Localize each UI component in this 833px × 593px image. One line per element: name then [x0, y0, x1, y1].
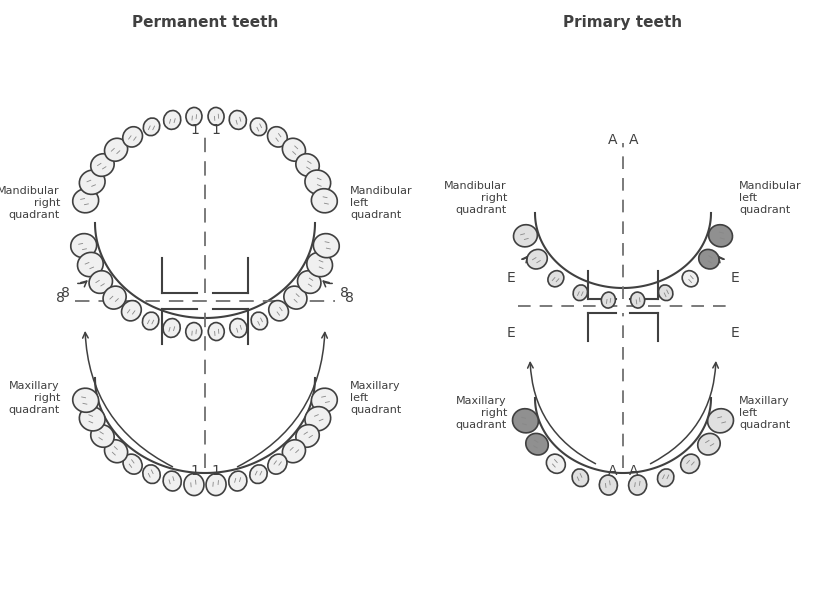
Ellipse shape: [77, 253, 103, 277]
Ellipse shape: [282, 440, 306, 463]
Text: 1: 1: [190, 123, 199, 137]
Ellipse shape: [548, 270, 564, 287]
Text: E: E: [731, 271, 740, 285]
Ellipse shape: [71, 234, 97, 258]
Ellipse shape: [79, 407, 105, 431]
Text: A: A: [607, 464, 617, 478]
Ellipse shape: [296, 425, 319, 447]
Text: 1: 1: [190, 464, 199, 478]
Ellipse shape: [142, 312, 159, 330]
Text: Maxillary
right
quadrant: Maxillary right quadrant: [9, 381, 60, 415]
Ellipse shape: [143, 118, 160, 136]
Ellipse shape: [513, 225, 537, 247]
Text: 8: 8: [61, 286, 70, 300]
Ellipse shape: [89, 271, 112, 294]
Text: 8: 8: [345, 291, 354, 305]
Ellipse shape: [250, 118, 267, 136]
Ellipse shape: [601, 292, 616, 308]
Ellipse shape: [313, 234, 339, 258]
Ellipse shape: [163, 471, 182, 491]
Ellipse shape: [307, 253, 332, 277]
Ellipse shape: [186, 323, 202, 340]
Ellipse shape: [230, 318, 247, 337]
Ellipse shape: [269, 301, 288, 321]
Ellipse shape: [312, 189, 337, 213]
Text: A: A: [629, 464, 639, 478]
Text: Maxillary
left
quadrant: Maxillary left quadrant: [350, 381, 402, 415]
Text: Mandibular
left
quadrant: Mandibular left quadrant: [739, 181, 801, 215]
Ellipse shape: [573, 285, 587, 301]
Ellipse shape: [186, 107, 202, 126]
Ellipse shape: [526, 250, 547, 269]
Text: 8: 8: [340, 286, 349, 300]
Ellipse shape: [707, 409, 734, 433]
Ellipse shape: [91, 425, 114, 447]
Ellipse shape: [681, 454, 700, 473]
Ellipse shape: [104, 440, 127, 463]
Ellipse shape: [252, 312, 267, 330]
Ellipse shape: [699, 250, 719, 269]
Ellipse shape: [184, 474, 204, 496]
Ellipse shape: [305, 407, 331, 431]
Ellipse shape: [312, 388, 337, 412]
Ellipse shape: [229, 471, 247, 491]
Ellipse shape: [122, 301, 142, 321]
Ellipse shape: [682, 270, 698, 287]
Ellipse shape: [267, 127, 287, 147]
Ellipse shape: [163, 318, 180, 337]
Ellipse shape: [526, 433, 548, 455]
Ellipse shape: [629, 475, 646, 495]
Ellipse shape: [142, 465, 160, 483]
Ellipse shape: [72, 388, 98, 412]
Ellipse shape: [709, 225, 732, 247]
Text: Mandibular
right
quadrant: Mandibular right quadrant: [444, 181, 507, 215]
Ellipse shape: [163, 110, 181, 129]
Ellipse shape: [208, 107, 224, 126]
Ellipse shape: [282, 138, 306, 161]
Ellipse shape: [284, 286, 307, 309]
Text: E: E: [506, 271, 515, 285]
Text: Mandibular
right
quadrant: Mandibular right quadrant: [0, 186, 60, 219]
Ellipse shape: [512, 409, 538, 433]
Text: 1: 1: [211, 464, 220, 478]
Ellipse shape: [572, 469, 588, 487]
Text: 8: 8: [56, 291, 65, 305]
Ellipse shape: [104, 138, 127, 161]
Ellipse shape: [296, 154, 319, 176]
Ellipse shape: [208, 323, 224, 340]
Ellipse shape: [72, 189, 98, 213]
Text: E: E: [506, 326, 515, 340]
Ellipse shape: [250, 465, 267, 483]
Text: Maxillary
right
quadrant: Maxillary right quadrant: [456, 396, 507, 429]
Text: Mandibular
left
quadrant: Mandibular left quadrant: [350, 186, 412, 219]
Text: E: E: [731, 326, 740, 340]
Ellipse shape: [229, 110, 247, 129]
Ellipse shape: [546, 454, 566, 473]
Ellipse shape: [305, 170, 331, 195]
Ellipse shape: [698, 433, 721, 455]
Ellipse shape: [206, 474, 226, 496]
Ellipse shape: [122, 127, 142, 147]
Ellipse shape: [123, 454, 142, 474]
Ellipse shape: [297, 271, 321, 294]
Text: A: A: [607, 133, 617, 147]
Ellipse shape: [631, 292, 645, 308]
Ellipse shape: [599, 475, 617, 495]
Ellipse shape: [103, 286, 126, 309]
Ellipse shape: [659, 285, 673, 301]
Text: Primary teeth: Primary teeth: [563, 15, 682, 30]
Text: Permanent teeth: Permanent teeth: [132, 15, 278, 30]
Ellipse shape: [657, 469, 674, 487]
Ellipse shape: [91, 154, 114, 176]
Text: A: A: [629, 133, 639, 147]
Text: Maxillary
left
quadrant: Maxillary left quadrant: [739, 396, 791, 429]
Ellipse shape: [79, 170, 105, 195]
Ellipse shape: [268, 454, 287, 474]
Text: 1: 1: [211, 123, 220, 137]
